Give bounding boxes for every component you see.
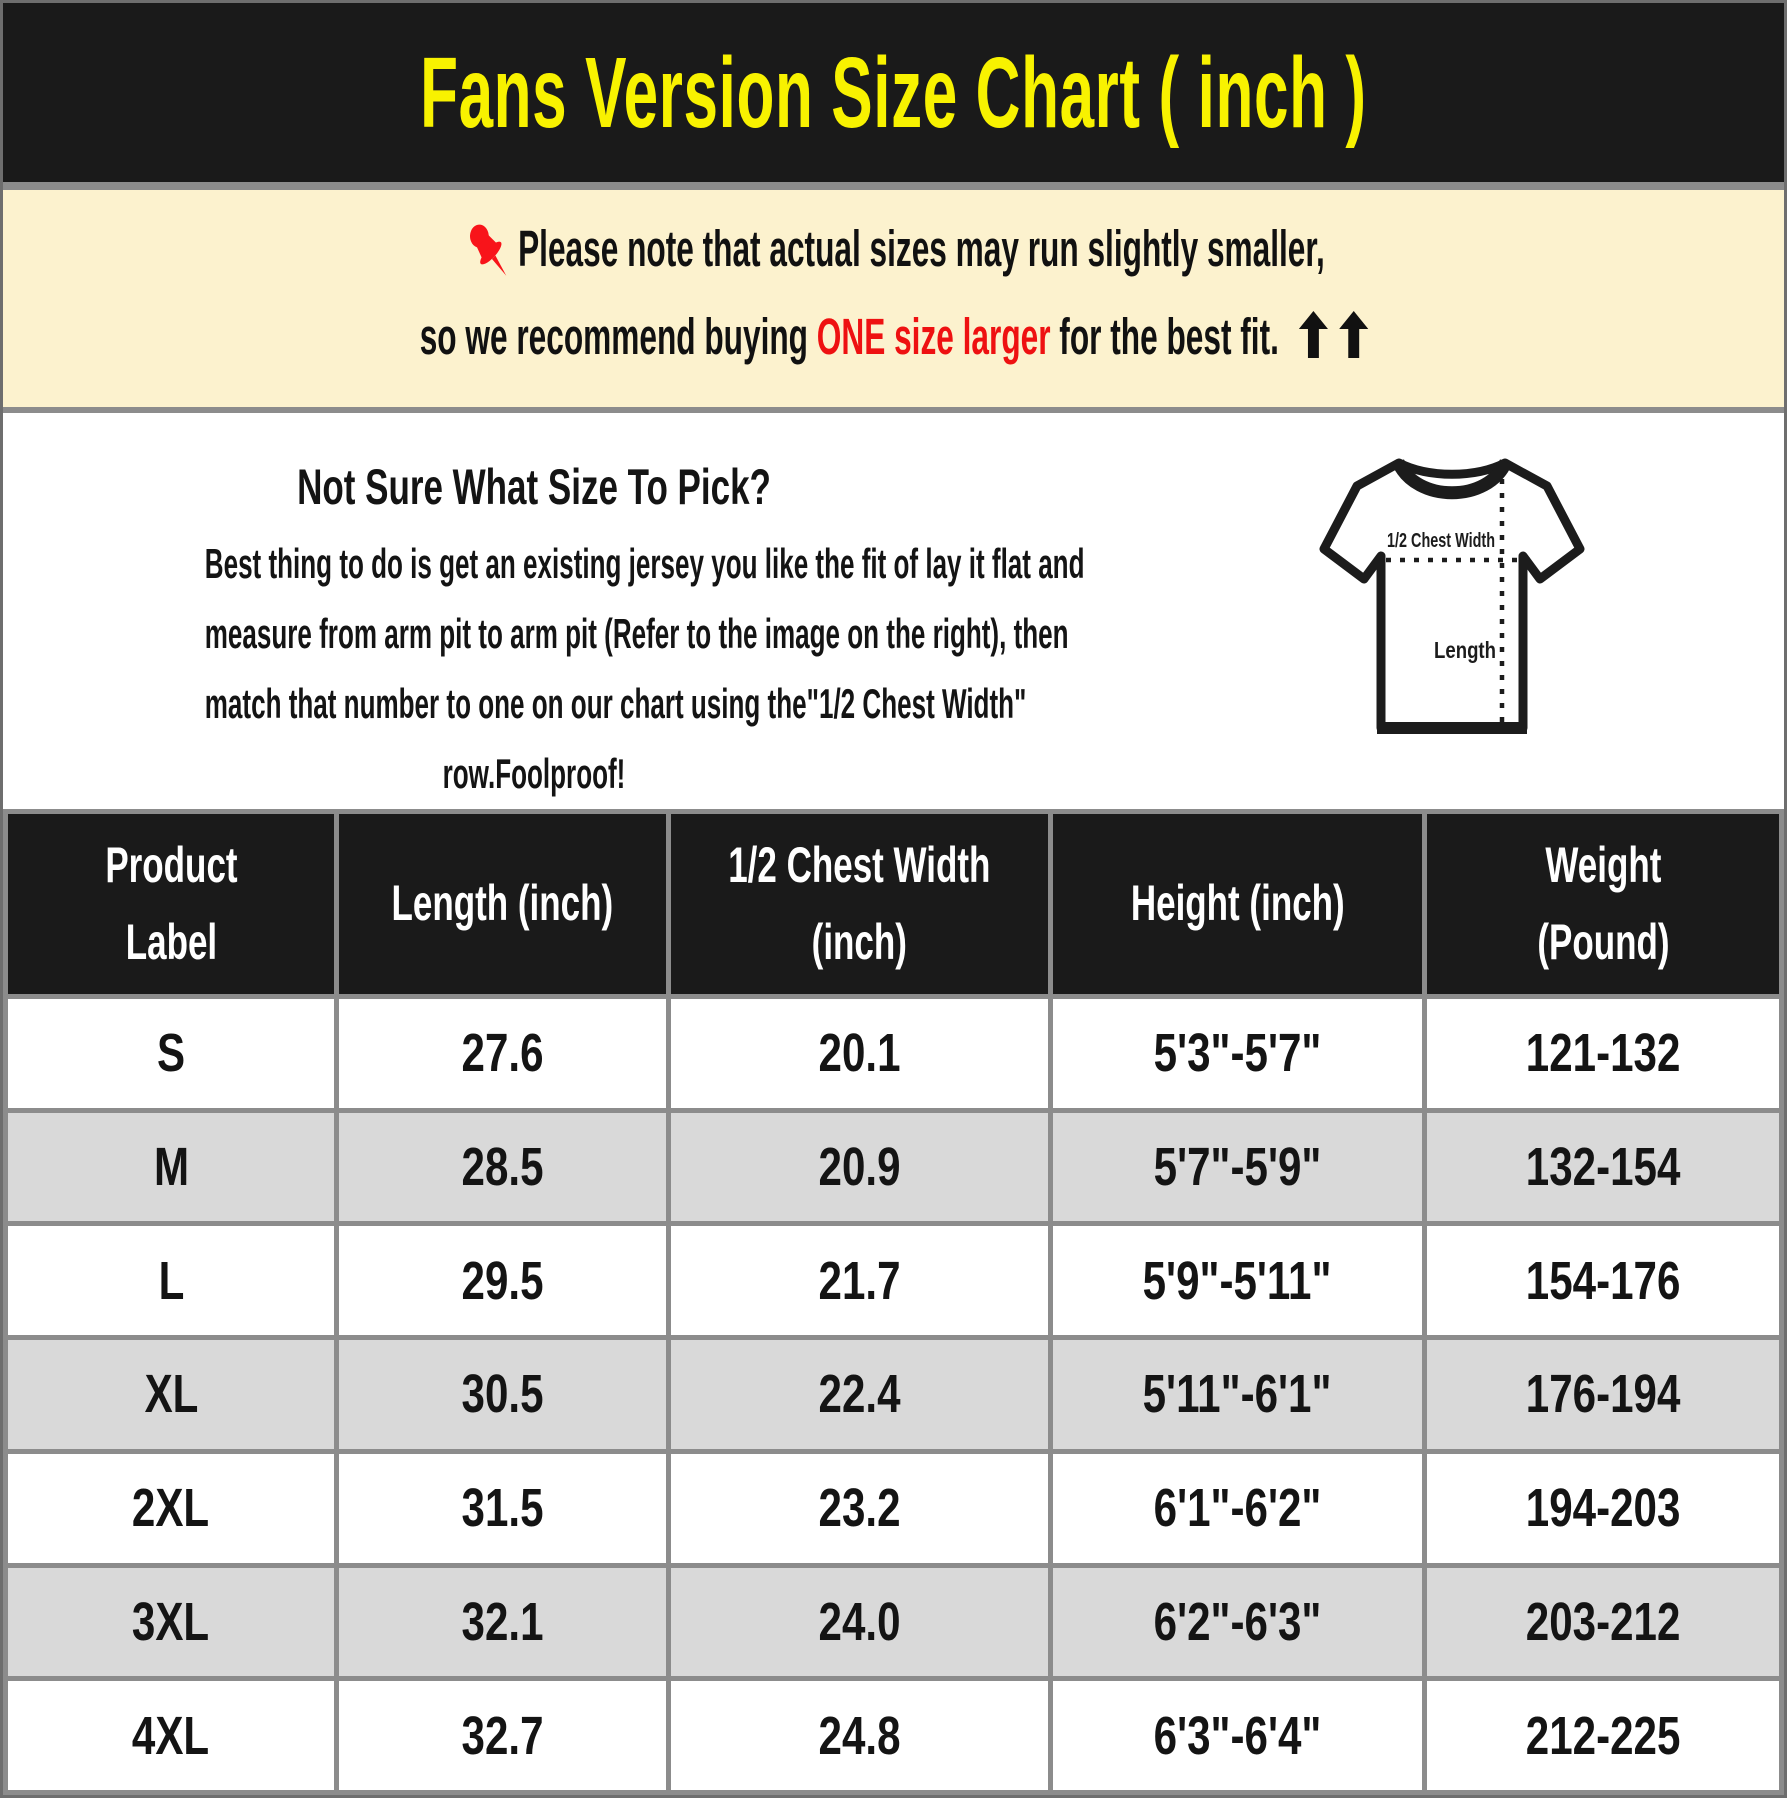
table-cell: 5'7"-5'9" xyxy=(1047,1107,1428,1227)
table-cell: 4XL xyxy=(3,1676,340,1795)
table-cell: S xyxy=(3,994,340,1113)
size-table-header-row: Product Label Length (inch) 1/2 Chest Widt… xyxy=(3,809,1784,999)
table-cell: 27.6 xyxy=(334,994,671,1113)
column-header: Product Label xyxy=(3,809,340,999)
table-row: S 27.6 20.1 5'3"-5'7" 121-132 xyxy=(3,994,1784,1113)
up-arrow-icon xyxy=(1338,310,1368,358)
table-cell: 28.5 xyxy=(334,1107,671,1227)
table-row: 3XL 32.1 24.0 6'2"-6'3" 203-212 xyxy=(3,1562,1784,1682)
table-cell: 6'2"-6'3" xyxy=(1047,1562,1428,1682)
size-help-heading: Not Sure What Size To Pick? xyxy=(297,459,771,515)
table-cell: 5'11"-6'1" xyxy=(1047,1335,1428,1454)
table-cell: M xyxy=(3,1107,340,1227)
table-cell: 5'9"-5'11" xyxy=(1047,1221,1428,1341)
size-help-section: Not Sure What Size To Pick? Best thing t… xyxy=(3,413,1784,809)
size-help-text-column: Not Sure What Size To Pick? Best thing t… xyxy=(3,413,1085,809)
table-row: 4XL 32.7 24.8 6'3"-6'4" 212-225 xyxy=(3,1676,1784,1795)
title-banner: Fans Version Size Chart ( inch ) xyxy=(3,3,1784,182)
table-row: L 29.5 21.7 5'9"-5'11" 154-176 xyxy=(3,1221,1784,1341)
note-text-2-prefix: so we recommend buying xyxy=(419,307,817,365)
table-cell: 32.1 xyxy=(334,1562,671,1682)
chest-width-label: 1/2 Chest Width xyxy=(1387,530,1495,552)
table-cell: L xyxy=(3,1221,340,1341)
table-cell: 2XL xyxy=(3,1448,340,1568)
table-cell: 6'3"-6'4" xyxy=(1047,1676,1428,1795)
table-cell: XL xyxy=(3,1335,340,1454)
table-cell: 212-225 xyxy=(1422,1676,1784,1795)
table-cell: 6'1"-6'2" xyxy=(1047,1448,1428,1568)
tshirt-icon: 1/2 Chest Width Length xyxy=(1319,458,1585,734)
column-header: 1/2 Chest Width (inch) xyxy=(665,809,1053,999)
note-text-2-suffix: for the best fit. xyxy=(1050,307,1288,365)
up-arrow-icon xyxy=(1298,310,1328,358)
size-table-body: S 27.6 20.1 5'3"-5'7" 121-132 M 28.5 20.9 5'7"-5… xyxy=(3,994,1784,1795)
table-cell: 5'3"-5'7" xyxy=(1047,994,1428,1113)
table-row: XL 30.5 22.4 5'11"-6'1" 176-194 xyxy=(3,1335,1784,1454)
size-table-head: Product Label Length (inch) 1/2 Chest Widt… xyxy=(3,809,1784,999)
table-cell: 24.8 xyxy=(665,1676,1053,1795)
page-title: Fans Version Size Chart ( inch ) xyxy=(420,36,1367,149)
table-cell: 22.4 xyxy=(665,1335,1053,1454)
table-cell: 121-132 xyxy=(1422,994,1784,1113)
note-text-1: Please note that actual sizes may run sl… xyxy=(518,219,1325,277)
table-cell: 32.7 xyxy=(334,1676,671,1795)
one-size-larger-highlight: ONE size larger xyxy=(816,307,1051,365)
table-cell: 31.5 xyxy=(334,1448,671,1568)
size-table: Product Label Length (inch) 1/2 Chest Widt… xyxy=(3,809,1784,1795)
note-line-2: so we recommend buying ONE size larger f… xyxy=(419,292,1368,380)
note-banner: Please note that actual sizes may run sl… xyxy=(3,182,1784,413)
size-help-body: Best thing to do is get an existing jers… xyxy=(204,540,1085,797)
column-header: Weight (Pound) xyxy=(1422,809,1784,999)
table-cell: 203-212 xyxy=(1422,1562,1784,1682)
column-header: Length (inch) xyxy=(334,809,671,999)
table-cell: 23.2 xyxy=(665,1448,1053,1568)
table-cell: 194-203 xyxy=(1422,1448,1784,1568)
table-cell: 154-176 xyxy=(1422,1221,1784,1341)
table-cell: 29.5 xyxy=(334,1221,671,1341)
table-row: M 28.5 20.9 5'7"-5'9" 132-154 xyxy=(3,1107,1784,1227)
table-cell: 132-154 xyxy=(1422,1107,1784,1227)
tshirt-diagram: 1/2 Chest Width Length xyxy=(1065,413,1784,809)
table-cell: 20.9 xyxy=(665,1107,1053,1227)
table-row: 2XL 31.5 23.2 6'1"-6'2" 194-203 xyxy=(3,1448,1784,1568)
column-header: Height (inch) xyxy=(1047,809,1428,999)
table-cell: 30.5 xyxy=(334,1335,671,1454)
pushpin-icon xyxy=(469,224,507,276)
length-label: Length xyxy=(1434,637,1496,663)
table-cell: 3XL xyxy=(3,1562,340,1682)
table-cell: 21.7 xyxy=(665,1221,1053,1341)
note-line-1: Please note that actual sizes may run sl… xyxy=(462,204,1325,292)
table-cell: 20.1 xyxy=(665,994,1053,1113)
size-table-section: Product Label Length (inch) 1/2 Chest Widt… xyxy=(3,809,1784,1795)
table-cell: 24.0 xyxy=(665,1562,1053,1682)
table-cell: 176-194 xyxy=(1422,1335,1784,1454)
